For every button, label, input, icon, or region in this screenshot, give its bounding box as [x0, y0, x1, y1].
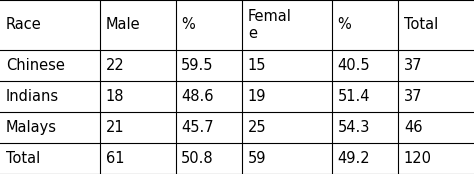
- Text: 40.5: 40.5: [337, 58, 370, 73]
- Text: Indians: Indians: [6, 89, 59, 104]
- Text: 54.3: 54.3: [337, 120, 370, 135]
- Text: 120: 120: [404, 151, 432, 166]
- Text: 25: 25: [248, 120, 266, 135]
- Text: 37: 37: [404, 89, 422, 104]
- Text: Race: Race: [6, 17, 41, 32]
- Text: Total: Total: [404, 17, 438, 32]
- Text: 49.2: 49.2: [337, 151, 370, 166]
- Text: %: %: [337, 17, 351, 32]
- Text: 18: 18: [106, 89, 124, 104]
- Text: 59.5: 59.5: [181, 58, 214, 73]
- Text: %: %: [181, 17, 195, 32]
- Text: 19: 19: [248, 89, 266, 104]
- Text: 22: 22: [106, 58, 124, 73]
- Text: 48.6: 48.6: [181, 89, 214, 104]
- Text: Malays: Malays: [6, 120, 57, 135]
- Text: Chinese: Chinese: [6, 58, 64, 73]
- Text: 15: 15: [248, 58, 266, 73]
- Text: 37: 37: [404, 58, 422, 73]
- Text: Femal
e: Femal e: [248, 9, 292, 41]
- Text: 21: 21: [106, 120, 124, 135]
- Text: 50.8: 50.8: [181, 151, 214, 166]
- Text: 51.4: 51.4: [337, 89, 370, 104]
- Text: Male: Male: [106, 17, 140, 32]
- Text: 59: 59: [248, 151, 266, 166]
- Text: 61: 61: [106, 151, 124, 166]
- Text: 46: 46: [404, 120, 422, 135]
- Text: 45.7: 45.7: [181, 120, 214, 135]
- Text: Total: Total: [6, 151, 40, 166]
